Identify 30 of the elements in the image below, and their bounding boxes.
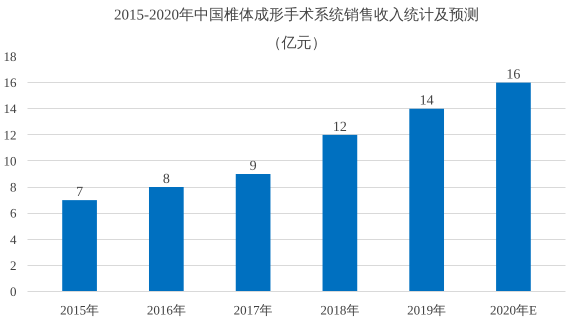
y-tick-label: 2 [10, 258, 16, 273]
x-tick-label: 2018年 [320, 302, 360, 318]
bar [496, 82, 531, 292]
y-tick-label: 12 [4, 127, 16, 142]
y-tick-label: 16 [4, 75, 17, 90]
x-tick-label: 2015年 [60, 302, 100, 318]
y-tick-label: 4 [10, 232, 17, 247]
bar [322, 134, 358, 292]
x-tick-label: 2020年E [490, 302, 537, 318]
y-tick-label: 14 [4, 101, 17, 116]
bar [62, 200, 97, 292]
data-label: 12 [332, 120, 347, 135]
y-tick-label: 8 [10, 180, 16, 195]
data-label: 9 [250, 159, 257, 174]
x-tick-label: 2019年 [407, 302, 446, 318]
data-label: 14 [420, 94, 434, 109]
y-tick-label: 0 [10, 284, 16, 299]
bar [236, 174, 270, 292]
x-tick-label: 2017年 [234, 302, 273, 318]
bar [148, 187, 184, 292]
y-tick-label: 18 [4, 49, 16, 64]
chart-subtitle: （亿元） [266, 36, 326, 52]
bar [409, 108, 444, 292]
data-label: 7 [76, 185, 84, 200]
x-tick-label: 2016年 [146, 302, 186, 318]
data-label: 8 [162, 172, 170, 188]
y-tick-label: 10 [4, 153, 16, 168]
data-label: 16 [506, 68, 520, 83]
chart-title: 2015-2020年中国椎体成形手术系统销售收入统计及预测 [114, 6, 479, 24]
y-tick-label: 6 [10, 206, 17, 221]
